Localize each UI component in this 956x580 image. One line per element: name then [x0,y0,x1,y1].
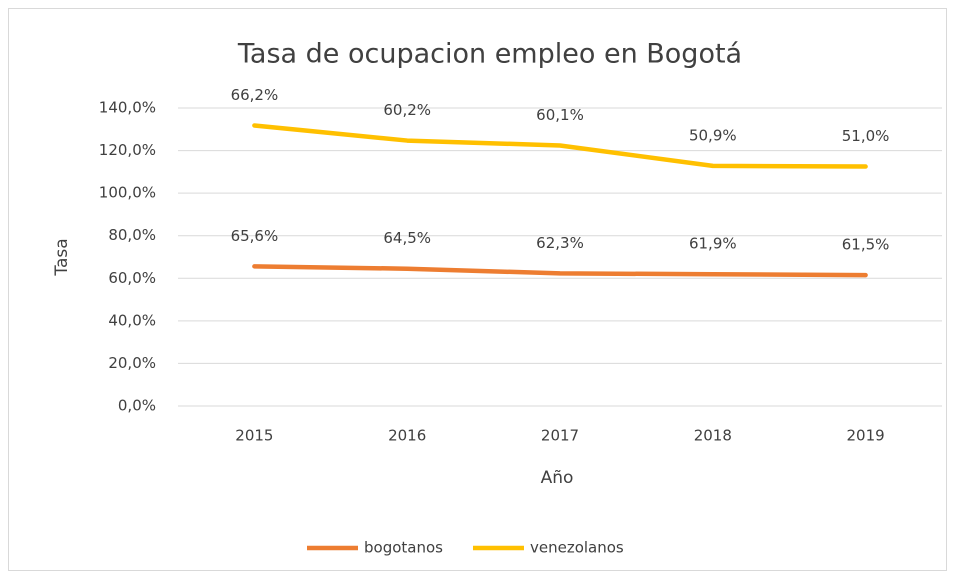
data-label: 66,2% [231,86,279,104]
data-label: 50,9% [689,126,737,144]
data-label: 62,3% [536,234,584,252]
chart-border [8,8,947,571]
series-line [252,123,868,169]
x-tick-label: 2015 [235,427,273,445]
x-axis-title: Año [541,468,574,488]
series-line [252,264,868,278]
data-label: 65,6% [231,227,279,245]
data-label: 51,0% [842,127,890,145]
data-label: 60,2% [383,101,431,119]
y-tick-label: 60,0% [108,269,156,287]
y-axis-title: Tasa [52,238,72,276]
x-tick-label: 2018 [694,427,732,445]
legend-label: venezolanos [530,539,624,557]
x-tick-label: 2016 [388,427,426,445]
chart-title: Tasa de ocupacion empleo en Bogotá [237,39,742,70]
y-tick-label: 80,0% [108,226,156,244]
data-label: 61,5% [842,236,890,254]
data-label: 64,5% [383,229,431,247]
y-tick-label: 20,0% [108,354,156,372]
x-tick-label: 2019 [847,427,885,445]
y-tick-label: 140,0% [99,99,156,117]
legend-label: bogotanos [364,539,443,557]
data-label: 61,9% [689,235,737,253]
y-tick-label: 40,0% [108,311,156,329]
x-tick-label: 2017 [541,427,579,445]
data-label: 60,1% [536,106,584,124]
y-tick-label: 0,0% [118,397,156,415]
y-tick-label: 100,0% [99,184,156,202]
y-tick-label: 120,0% [99,141,156,159]
